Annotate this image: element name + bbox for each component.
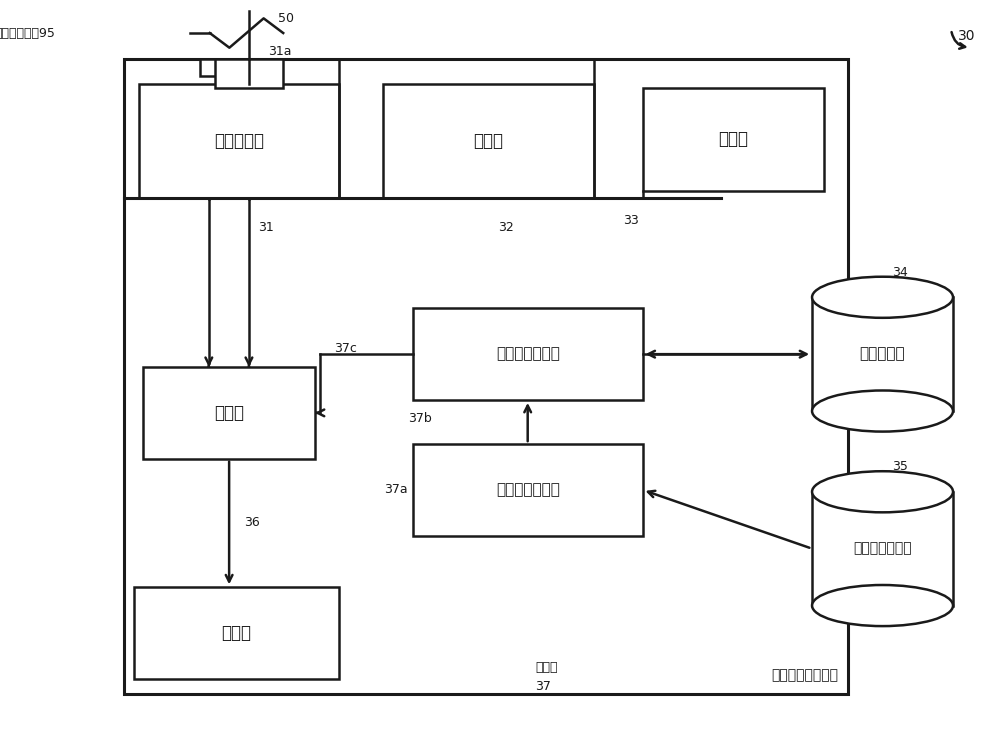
Ellipse shape [812,390,953,432]
Bar [143,367,315,459]
Text: 31a: 31a [269,45,292,58]
Bar [139,84,339,198]
Text: 比较部: 比较部 [214,404,244,422]
Text: 37c: 37c [334,342,357,355]
Text: 31: 31 [258,221,274,234]
Ellipse shape [812,471,953,512]
Text: 信息存储部: 信息存储部 [860,346,905,362]
Text: 温度阈值决定部: 温度阈值决定部 [496,346,560,362]
Text: 从传感器装置95: 从传感器装置95 [0,26,55,40]
Ellipse shape [812,277,953,318]
Text: 37: 37 [535,680,551,693]
Text: 32: 32 [498,221,514,234]
Bar [215,59,283,88]
Text: 35: 35 [892,460,908,473]
Bar [643,88,824,191]
Text: 36: 36 [244,517,260,529]
Text: 警报部: 警报部 [221,624,251,642]
Text: 37a: 37a [384,484,408,496]
Text: 温度数据存储部: 温度数据存储部 [853,542,912,556]
Bar [812,297,953,411]
Bar [134,587,339,679]
Text: 37b: 37b [408,412,432,425]
Text: 操作部: 操作部 [718,131,748,148]
Bar [200,59,278,76]
Text: 33: 33 [623,214,639,227]
Text: 代表温度决定部: 代表温度决定部 [496,482,560,498]
Text: 数据取得部: 数据取得部 [214,132,264,150]
Text: 34: 34 [892,266,908,279]
Text: 50: 50 [278,12,294,25]
Bar [413,444,643,536]
Text: 温度异常判定装置: 温度异常判定装置 [771,669,838,683]
Bar [812,492,953,606]
Text: 30: 30 [958,29,976,43]
Text: 显示部: 显示部 [474,132,504,150]
Bar [413,308,643,400]
Ellipse shape [812,585,953,626]
Bar [124,59,848,694]
Text: 控制部: 控制部 [535,661,558,675]
Bar [383,84,594,198]
